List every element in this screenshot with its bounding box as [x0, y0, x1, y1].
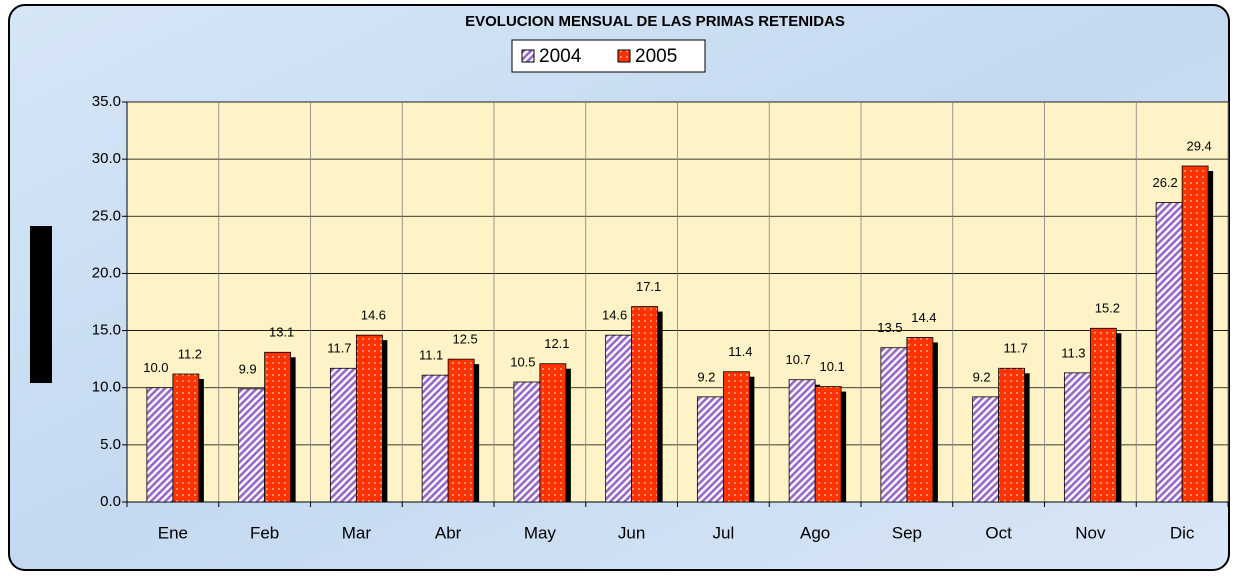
x-tick-label: Abr — [435, 523, 462, 542]
value-label: 11.2 — [178, 346, 202, 361]
x-tick-label: Mar — [342, 523, 372, 542]
legend — [511, 39, 706, 73]
bar — [264, 351, 292, 503]
y-tick-label: 25.0 — [92, 207, 121, 224]
value-label: 10.0 — [143, 360, 168, 375]
x-tick-label: May — [524, 523, 557, 542]
value-label: 11.7 — [327, 341, 351, 356]
y-tick-label: 0.0 — [100, 493, 121, 510]
value-label: 10.1 — [819, 359, 844, 374]
bar — [880, 347, 908, 503]
bar — [722, 371, 750, 503]
bar — [814, 386, 842, 503]
bar — [1089, 327, 1117, 503]
value-label: 26.2 — [1152, 175, 1177, 190]
bar — [906, 337, 934, 503]
bar — [998, 367, 1026, 503]
legend-swatch — [617, 49, 631, 63]
value-label: 15.2 — [1095, 301, 1120, 316]
value-label: 12.1 — [544, 336, 569, 351]
bar — [172, 373, 200, 503]
bar — [631, 306, 659, 503]
value-label: 14.6 — [361, 308, 386, 323]
value-label: 14.4 — [911, 310, 936, 325]
y-tick-label: 5.0 — [100, 436, 121, 453]
y-tick-label: 10.0 — [92, 379, 121, 396]
x-tick-label: Ene — [158, 523, 188, 542]
value-label: 9.2 — [973, 369, 991, 384]
x-tick-label: Dic — [1170, 523, 1195, 542]
x-tick-label: Oct — [985, 523, 1012, 542]
x-tick-label: Ago — [800, 523, 830, 542]
x-tick-label: Feb — [250, 523, 279, 542]
value-label: 13.5 — [877, 320, 902, 335]
bar — [146, 387, 174, 503]
legend-label: 2004 — [539, 46, 582, 67]
bar — [788, 379, 816, 503]
x-tick-label: Jun — [618, 523, 645, 542]
y-tick-label: 15.0 — [92, 322, 121, 339]
x-tick-label: Sep — [892, 523, 922, 542]
bar — [539, 363, 567, 503]
value-label: 12.5 — [452, 332, 477, 347]
bar — [696, 396, 724, 503]
x-tick-label: Nov — [1075, 523, 1106, 542]
bar — [238, 388, 266, 503]
x-tick-label: Jul — [713, 523, 735, 542]
value-label: 9.2 — [697, 369, 715, 384]
value-label: 14.6 — [602, 308, 627, 323]
y-tick-label: 35.0 — [92, 93, 121, 110]
bar — [329, 367, 357, 503]
value-label: 11.4 — [728, 344, 752, 359]
value-label: 17.1 — [636, 279, 661, 294]
bar — [1063, 372, 1091, 503]
value-label: 10.5 — [510, 354, 535, 369]
black-block — [30, 226, 52, 383]
value-label: 13.1 — [269, 325, 294, 340]
legend-label: 2005 — [635, 46, 677, 67]
legend-swatch — [521, 49, 535, 63]
bar — [1181, 165, 1209, 503]
bar — [605, 334, 633, 503]
bar — [1155, 202, 1183, 503]
y-tick-label: 20.0 — [92, 264, 121, 281]
value-label: 11.1 — [419, 348, 443, 363]
bar — [421, 374, 449, 503]
value-label: 11.3 — [1061, 345, 1085, 360]
value-label: 11.7 — [1003, 341, 1027, 356]
bar — [513, 381, 541, 503]
y-tick-label: 30.0 — [92, 150, 121, 167]
bar — [447, 358, 475, 503]
value-label: 10.7 — [785, 352, 810, 367]
value-label: 29.4 — [1186, 138, 1211, 153]
value-label: 9.9 — [239, 361, 257, 376]
bar — [972, 396, 1000, 503]
chart-title: EVOLUCION MENSUAL DE LAS PRIMAS RETENIDA… — [465, 13, 845, 30]
bar — [355, 334, 383, 503]
